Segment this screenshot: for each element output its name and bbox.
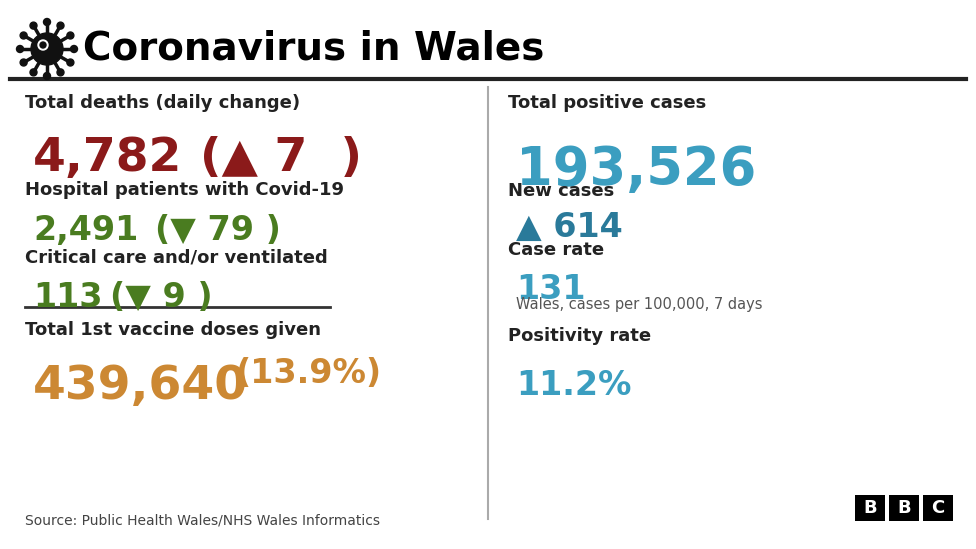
Text: ▲ 614: ▲ 614 xyxy=(516,211,623,244)
Text: (13.9%): (13.9%) xyxy=(235,357,381,390)
Circle shape xyxy=(20,59,27,66)
Circle shape xyxy=(30,69,37,76)
Text: 2,491: 2,491 xyxy=(33,214,139,247)
Text: Coronavirus in Wales: Coronavirus in Wales xyxy=(83,29,545,67)
Text: Source: Public Health Wales/NHS Wales Informatics: Source: Public Health Wales/NHS Wales In… xyxy=(25,513,380,527)
Circle shape xyxy=(67,59,74,66)
Circle shape xyxy=(57,69,64,76)
Circle shape xyxy=(17,46,23,53)
Text: Total 1st vaccine doses given: Total 1st vaccine doses given xyxy=(25,321,321,339)
Text: Case rate: Case rate xyxy=(508,241,604,259)
Text: 439,640: 439,640 xyxy=(33,364,248,409)
Text: 131: 131 xyxy=(516,273,586,306)
Text: B: B xyxy=(863,499,876,517)
Circle shape xyxy=(44,19,51,25)
Circle shape xyxy=(40,42,46,48)
Text: (▼ 9 ): (▼ 9 ) xyxy=(110,281,213,314)
Text: Positivity rate: Positivity rate xyxy=(508,327,651,345)
Text: (▲ 7  ): (▲ 7 ) xyxy=(200,136,362,181)
Text: New cases: New cases xyxy=(508,182,614,200)
Circle shape xyxy=(30,22,37,29)
Circle shape xyxy=(31,33,63,65)
Text: (▼ 79 ): (▼ 79 ) xyxy=(155,214,281,247)
FancyBboxPatch shape xyxy=(889,495,919,521)
Circle shape xyxy=(70,46,77,53)
Text: 193,526: 193,526 xyxy=(516,144,756,196)
Text: Total deaths (daily change): Total deaths (daily change) xyxy=(25,94,301,112)
FancyBboxPatch shape xyxy=(855,495,885,521)
Text: 4,782: 4,782 xyxy=(33,136,183,181)
Text: C: C xyxy=(931,499,945,517)
Circle shape xyxy=(44,72,51,80)
FancyBboxPatch shape xyxy=(923,495,953,521)
Circle shape xyxy=(38,40,48,50)
Text: 11.2%: 11.2% xyxy=(516,369,631,402)
Text: 113: 113 xyxy=(33,281,102,314)
Circle shape xyxy=(67,32,74,39)
Circle shape xyxy=(20,32,27,39)
Text: B: B xyxy=(897,499,911,517)
Text: Wales, cases per 100,000, 7 days: Wales, cases per 100,000, 7 days xyxy=(516,297,762,312)
Circle shape xyxy=(57,22,64,29)
Text: Total positive cases: Total positive cases xyxy=(508,94,707,112)
Text: Hospital patients with Covid-19: Hospital patients with Covid-19 xyxy=(25,181,344,199)
Text: Critical care and/or ventilated: Critical care and/or ventilated xyxy=(25,249,328,267)
